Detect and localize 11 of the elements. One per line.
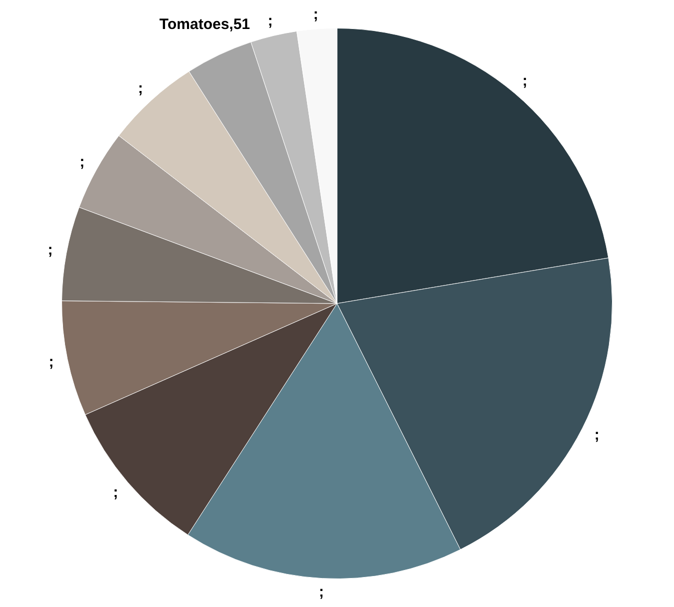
data-label: ; [113,484,118,501]
data-label: ; [48,241,53,258]
data-label: Tomatoes,51 [159,16,250,33]
data-label: ; [80,153,85,170]
data-label: ; [318,584,324,601]
data-label: ; [268,12,273,30]
data-label: ; [594,426,600,444]
data-label: ; [138,80,144,98]
data-label: ; [522,72,528,90]
data-label: ; [48,353,54,370]
data-label: ; [313,6,318,23]
